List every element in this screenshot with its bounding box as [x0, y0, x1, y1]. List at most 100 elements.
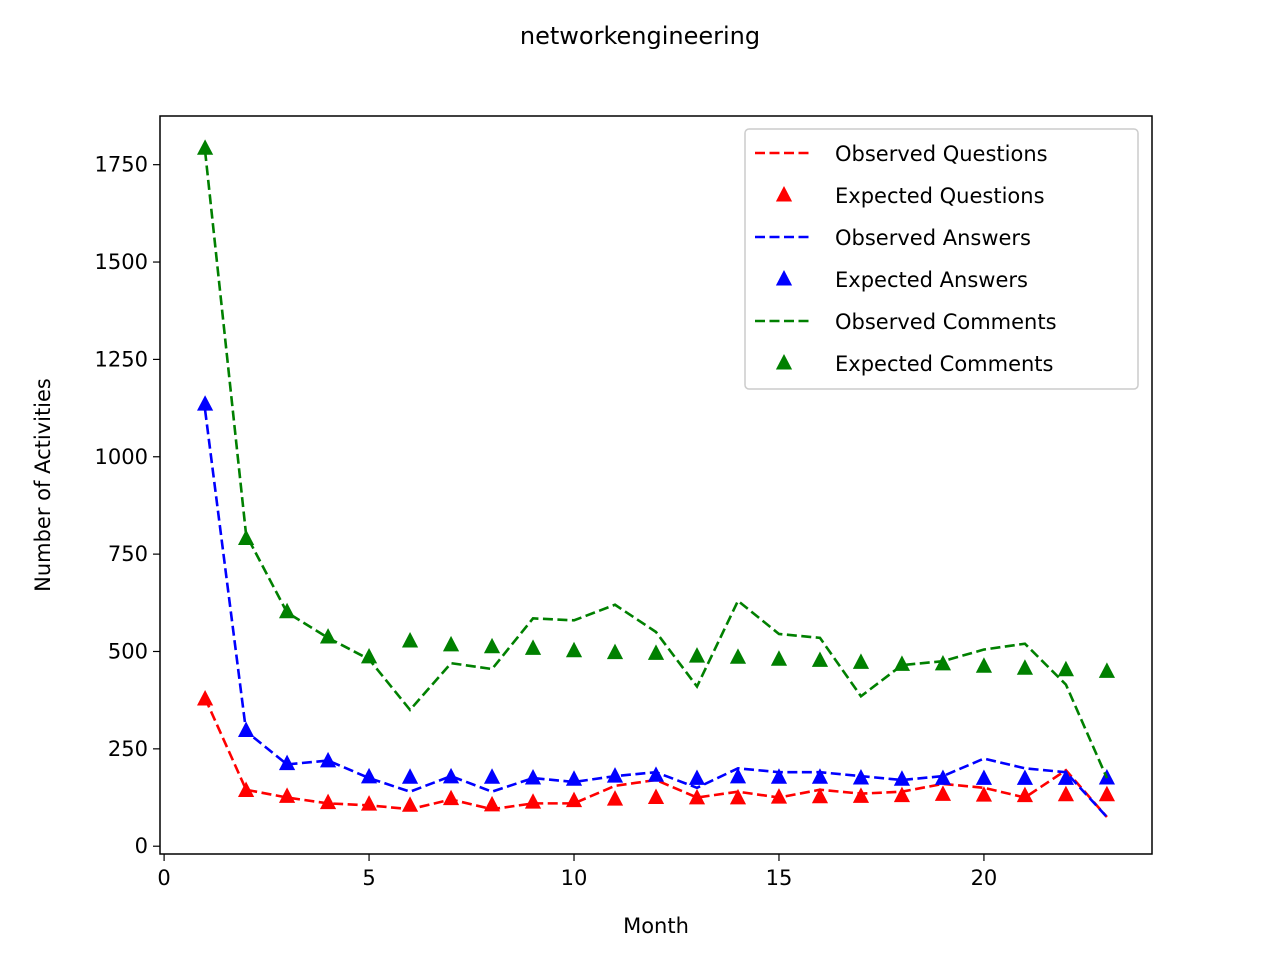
expected-questions-point: [688, 788, 706, 805]
expected-answers-point: [360, 767, 378, 784]
expected-comments-point: [688, 647, 706, 663]
y-tick-label: 250: [108, 737, 148, 761]
expected-answers-point: [606, 767, 624, 783]
expected-questions-point: [483, 795, 501, 812]
x-tick-label: 15: [766, 866, 793, 890]
chart-title: networkengineering: [520, 22, 760, 50]
expected-comments-point: [360, 647, 378, 664]
expected-comments-point: [1057, 660, 1075, 677]
expected-answers-point: [811, 768, 829, 784]
expected-comments-point: [401, 631, 419, 648]
observed-answers-line: [203, 409, 1108, 818]
expected-questions-point: [975, 786, 993, 802]
expected-questions-point: [401, 796, 419, 812]
expected-questions-point: [524, 793, 542, 809]
expected-comments-point: [606, 643, 624, 660]
expected-answers-point: [647, 766, 665, 782]
expected-answers-point: [934, 769, 952, 785]
expected-answers-point: [565, 770, 583, 786]
legend-key-expected-comments: [775, 354, 793, 370]
expected-comments-point: [565, 641, 583, 658]
expected-comments-point: [729, 648, 747, 664]
expected-questions-point: [319, 793, 337, 810]
x-tick-label: 10: [561, 866, 588, 890]
expected-answers-point: [483, 768, 501, 784]
x-axis: 0 5 10 15 20: [157, 854, 997, 890]
expected-questions-point: [278, 787, 296, 803]
expected-questions-point: [565, 791, 583, 808]
expected-answers-point: [852, 769, 870, 785]
expected-questions-point: [360, 795, 378, 811]
y-axis: 0 250 500 750 1000 1250 1500 1750: [95, 153, 160, 858]
expected-questions-point: [811, 787, 829, 804]
expected-questions-point: [893, 786, 911, 803]
plot-marks: [196, 139, 1116, 818]
legend-label-observed-comments: Observed Comments: [835, 310, 1057, 334]
expected-comments-point: [811, 651, 829, 667]
legend-key-expected-questions: [775, 186, 793, 202]
observed-comments-line: [203, 150, 1109, 779]
expected-comments-point: [237, 529, 255, 546]
legend-label-expected-answers: Expected Answers: [835, 268, 1028, 292]
y-tick-label: 1250: [95, 347, 148, 371]
expected-comments-point: [770, 650, 788, 666]
expected-questions-point: [729, 788, 747, 805]
expected-questions-point: [1098, 785, 1116, 802]
legend-key-expected-answers: [775, 270, 793, 286]
expected-answers-point: [893, 770, 911, 786]
expected-comments-point: [196, 139, 214, 155]
y-tick-label: 1750: [95, 153, 148, 177]
expected-answers-point: [729, 767, 747, 784]
y-axis-label: Number of Activities: [31, 378, 55, 592]
expected-comments-point: [483, 637, 501, 654]
expected-comments-point: [1098, 662, 1116, 678]
expected-answers-point: [319, 751, 337, 768]
expected-comments-point: [934, 654, 952, 671]
expected-questions-point: [770, 788, 788, 804]
legend-label-observed-questions: Observed Questions: [835, 142, 1048, 166]
expected-questions-point: [196, 690, 214, 706]
expected-comments-point: [442, 635, 460, 652]
expected-questions-point: [1057, 785, 1075, 802]
expected-answers-point: [196, 395, 214, 411]
legend-label-expected-comments: Expected Comments: [835, 352, 1053, 376]
plot-frame: [159, 115, 1153, 855]
expected-comments-point: [852, 653, 870, 669]
expected-answers-point: [237, 721, 255, 738]
expected-comments-point: [278, 602, 296, 619]
expected-answers-point: [975, 769, 993, 785]
x-tick-label: 0: [157, 866, 170, 890]
expected-answers-point: [401, 768, 419, 784]
expected-questions-point: [647, 788, 665, 805]
expected-comments-point: [975, 657, 993, 673]
expected-answers-point: [442, 767, 460, 784]
legend-label-observed-answers: Observed Answers: [835, 226, 1031, 250]
observed-questions-line: [203, 697, 1108, 818]
expected-questions-point: [606, 790, 624, 806]
y-tick-label: 1000: [95, 445, 148, 469]
expected-questions-point: [1016, 786, 1034, 803]
expected-answers-point: [1057, 769, 1075, 785]
y-tick-label: 500: [108, 639, 148, 663]
expected-answers-point: [770, 768, 788, 784]
x-tick-label: 5: [362, 866, 375, 890]
x-axis-label: Month: [623, 914, 689, 938]
legend-frame: [744, 128, 1139, 390]
y-tick-label: 1500: [95, 250, 148, 274]
legend-label-expected-questions: Expected Questions: [835, 184, 1045, 208]
expected-comments-point: [647, 644, 665, 660]
expected-comments-point: [524, 639, 542, 655]
expected-questions-point: [237, 781, 255, 798]
expected-answers-point: [524, 769, 542, 785]
expected-questions-point: [934, 785, 952, 801]
legend: Observed Questions Expected Questions Obse…: [744, 128, 1139, 390]
expected-answers-point: [688, 769, 706, 785]
expected-questions-point: [442, 789, 460, 806]
y-tick-label: 750: [108, 542, 148, 566]
expected-comments-point: [319, 628, 337, 644]
expected-comments-point: [1016, 659, 1034, 675]
expected-questions-point: [852, 787, 870, 803]
y-tick-label: 0: [135, 834, 148, 858]
expected-comments-point: [893, 655, 911, 671]
